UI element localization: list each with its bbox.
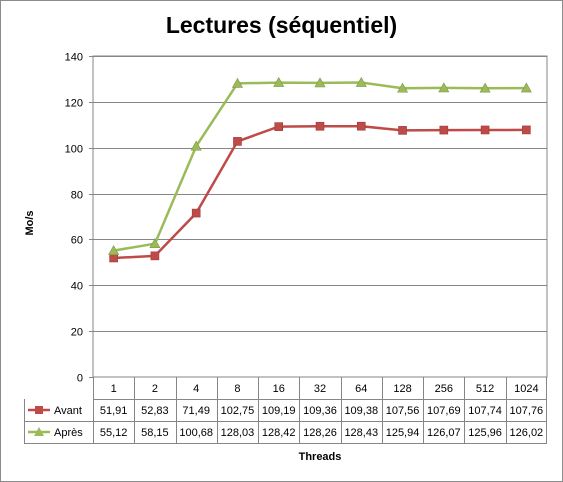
- x-tick-label: 2: [152, 383, 158, 395]
- data-point-apr-s: [190, 140, 202, 151]
- data-label-avant: 52,83: [141, 405, 169, 417]
- y-tick-label: 140: [65, 52, 83, 64]
- data-point-avant: [274, 122, 284, 131]
- data-point-apr-s: [520, 82, 532, 93]
- data-table: 1 2 4 8 16 32 64 128 256 512 1024 Avant 51,91 52,83 71…: [24, 377, 547, 444]
- data-point-avant: [109, 253, 118, 263]
- data-label-apr-s: 100,68: [179, 427, 213, 439]
- y-tick-label: 20: [71, 327, 83, 339]
- data-label-apr-s: 58,15: [141, 427, 169, 439]
- data-label-avant: 51,91: [100, 405, 128, 417]
- data-point-apr-s: [397, 82, 409, 93]
- data-label-avant: 102,75: [221, 405, 255, 417]
- data-point-apr-s: [314, 77, 326, 88]
- data-label-avant: 107,76: [510, 405, 544, 417]
- data-point-apr-s: [479, 82, 491, 93]
- data-point-apr-s: [231, 77, 243, 88]
- data-point-avant: [233, 137, 242, 146]
- data-label-apr-s: 128,03: [221, 427, 255, 439]
- series-avant: [109, 121, 531, 263]
- data-label-apr-s: 126,02: [510, 427, 544, 439]
- legend-marker-square: [35, 406, 43, 414]
- x-tick-label: 1024: [514, 383, 538, 395]
- x-tick-label: 16: [273, 383, 285, 395]
- data-label-avant: 109,36: [303, 405, 337, 417]
- data-label-avant: 107,56: [386, 405, 420, 417]
- data-point-avant: [356, 121, 366, 131]
- y-tick-label: 120: [65, 98, 83, 110]
- data-point-avant: [315, 121, 325, 131]
- x-axis-label: Threads: [298, 451, 342, 463]
- y-tick-label: 80: [71, 190, 83, 202]
- data-point-avant: [150, 251, 160, 261]
- data-label-avant: 71,49: [182, 405, 210, 417]
- chart-title: Lectures (séquentiel): [165, 12, 398, 38]
- data-label-apr-s: 128,26: [303, 427, 337, 439]
- data-point-avant: [439, 125, 449, 135]
- data-point-avant: [191, 208, 201, 218]
- series-apr-s: [108, 76, 532, 255]
- data-label-avant: 107,74: [468, 405, 502, 417]
- data-label-apr-s: 128,42: [262, 427, 296, 439]
- x-tick-label: 1: [111, 383, 117, 395]
- legend-key-avant: [28, 406, 50, 414]
- data-label-avant: 109,38: [344, 405, 378, 417]
- data-point-apr-s: [108, 244, 120, 255]
- data-label-avant: 107,69: [427, 405, 461, 417]
- x-tick-label: 4: [193, 383, 199, 395]
- x-tick-label: 8: [234, 383, 240, 395]
- data-label-apr-s: 128,43: [344, 427, 378, 439]
- x-tick-label: 32: [314, 383, 326, 395]
- legend-marker-triangle: [34, 427, 44, 436]
- data-label-apr-s: 125,96: [468, 427, 502, 439]
- x-tick-label: 256: [435, 383, 453, 395]
- y-tick-label: 60: [71, 235, 83, 247]
- x-tick-label: 128: [393, 383, 411, 395]
- legend-label-avant: Avant: [54, 405, 82, 417]
- data-point-apr-s: [355, 76, 367, 87]
- data-label-apr-s: 125,94: [386, 427, 420, 439]
- data-label-avant: 109,19: [262, 405, 296, 417]
- y-tick-label: 0: [77, 373, 83, 385]
- data-point-apr-s: [149, 238, 161, 248]
- data-point-avant: [398, 126, 407, 135]
- data-point-avant: [480, 125, 490, 135]
- data-label-apr-s: 55,12: [100, 427, 128, 439]
- legend-label-apr-s: Après: [54, 427, 83, 439]
- y-tick-label: 100: [65, 144, 83, 156]
- data-point-apr-s: [438, 82, 450, 93]
- data-label-apr-s: 126,07: [427, 427, 461, 439]
- data-point-avant: [522, 125, 531, 135]
- data-point-apr-s: [273, 76, 285, 87]
- plot-area: [92, 55, 548, 378]
- x-tick-label: 64: [355, 383, 367, 395]
- y-tick-label: 40: [71, 281, 83, 293]
- x-tick-label: 512: [476, 383, 494, 395]
- legend-key-apr-s: [28, 427, 50, 436]
